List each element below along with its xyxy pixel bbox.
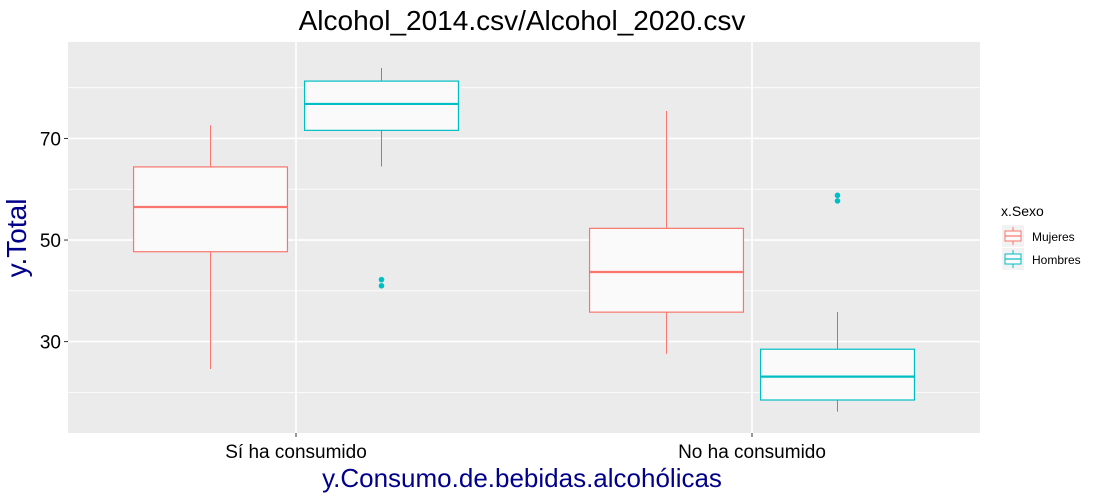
- box-mujeres-1: [588, 111, 745, 354]
- legend-key-hombres: [1002, 248, 1024, 270]
- x-axis: Sí ha consumido No ha consumido: [225, 433, 826, 463]
- chart-title: Alcohol_2014.csv/Alcohol_2020.csv: [299, 5, 746, 36]
- box-hombres-0: [303, 67, 460, 289]
- outlier-point: [378, 282, 385, 289]
- y-tick-label: 50: [40, 231, 61, 252]
- grid-major: [68, 42, 980, 433]
- y-axis: 30 50 70: [40, 129, 68, 354]
- y-tick-label: 70: [40, 129, 61, 150]
- box-iqr: [759, 348, 916, 401]
- x-axis-label: y.Consumo.de.bebidas.alcohólicas: [322, 463, 722, 493]
- outlier-point: [378, 276, 385, 283]
- box-iqr: [303, 80, 460, 131]
- outlier-point: [834, 192, 841, 199]
- box-mujeres-0: [132, 125, 289, 370]
- legend-label: Hombres: [1032, 253, 1081, 267]
- outlier-point: [834, 198, 841, 204]
- legend-key-mujeres: [1002, 225, 1024, 247]
- box-hombres-1: [759, 192, 916, 412]
- y-tick-label: 30: [40, 333, 61, 354]
- x-tick-label: Sí ha consumido: [225, 442, 367, 463]
- boxes: [132, 67, 916, 412]
- y-axis-label: y.Total: [1, 199, 32, 278]
- legend-label: Mujeres: [1032, 230, 1075, 244]
- x-tick-label: No ha consumido: [678, 442, 826, 463]
- box-iqr: [132, 166, 289, 253]
- legend-title: x.Sexo: [1001, 203, 1044, 219]
- legend: x.Sexo Mujeres Hombres: [1001, 203, 1081, 270]
- box-iqr: [588, 227, 745, 313]
